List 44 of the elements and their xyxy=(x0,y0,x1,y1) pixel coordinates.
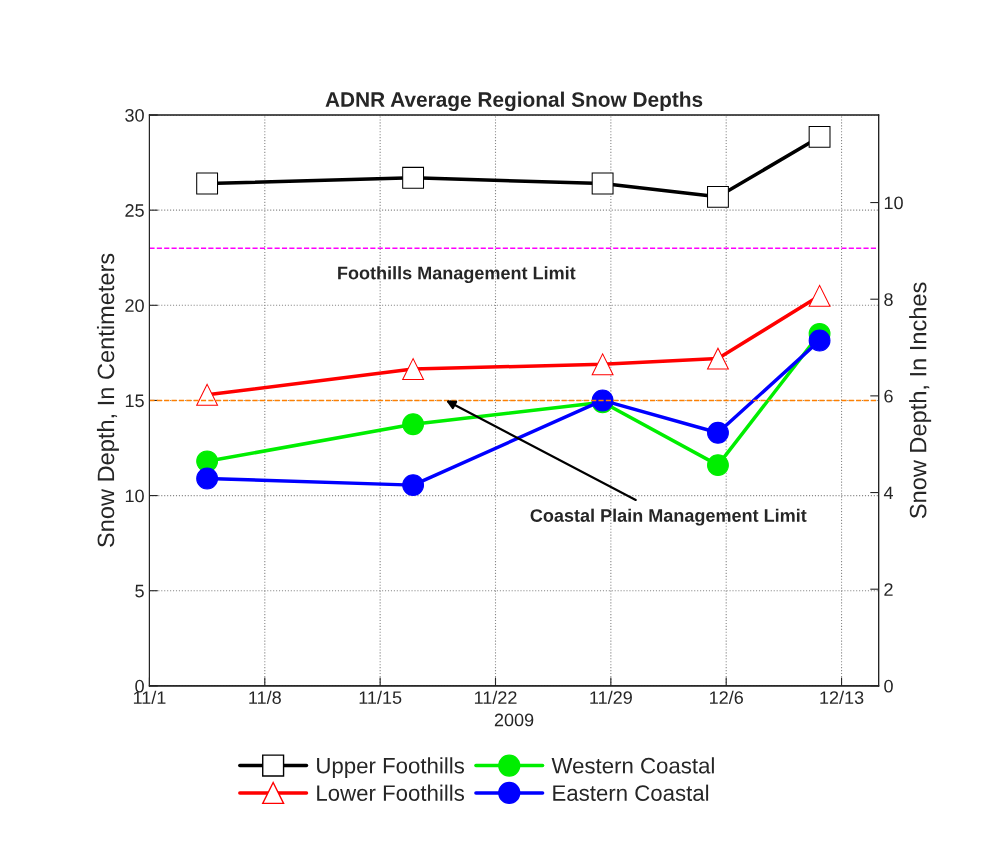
x-tick-label: 12/13 xyxy=(820,690,864,704)
legend-label: Upper Foothills xyxy=(317,757,465,778)
x-axis-title: 2009 xyxy=(494,713,534,727)
y-tick-label: 15 xyxy=(125,394,144,408)
point xyxy=(402,474,425,497)
chart-title: ADNR Average Regional Snow Depths xyxy=(325,91,703,112)
point xyxy=(196,467,219,490)
legend-label: Western Coastal xyxy=(551,757,714,774)
point xyxy=(196,172,219,195)
x-tick-label: 11/15 xyxy=(359,690,402,704)
y2-tick-label: 6 xyxy=(884,389,893,403)
point xyxy=(591,353,614,376)
point xyxy=(402,413,425,436)
y2-axis-title: Snow Depth, In Inches xyxy=(909,282,932,519)
y2-tick-label: 2 xyxy=(884,583,893,596)
point xyxy=(402,166,425,189)
ref-line-label: Foothills Management Limit xyxy=(338,266,576,284)
y-tick-label: 20 xyxy=(125,299,144,313)
y2-tick-label: 0 xyxy=(884,679,893,693)
point xyxy=(808,125,831,148)
y2-tick-label: 8 xyxy=(884,293,893,306)
point xyxy=(196,383,219,406)
x-tick-label: 12/6 xyxy=(710,690,743,704)
x-tick-label: 11/29 xyxy=(590,690,632,704)
point xyxy=(707,185,729,208)
point xyxy=(707,347,729,370)
y2-tick-label: 10 xyxy=(884,196,903,210)
point xyxy=(402,358,425,380)
legend-label: Lower Foothills xyxy=(317,784,465,801)
legend-label: Eastern Coastal xyxy=(553,784,709,801)
y-tick-label: 30 xyxy=(125,108,144,122)
y-axis-title: Snow Depth, In Centimeters xyxy=(96,253,119,547)
y-tick-label: 10 xyxy=(125,489,144,503)
point xyxy=(808,284,831,307)
point xyxy=(707,421,729,444)
x-tick-label: 11/22 xyxy=(474,690,517,704)
point xyxy=(707,454,729,477)
annotation: Coastal Plain Management Limit xyxy=(530,508,807,526)
x-tick-label: 11/8 xyxy=(249,690,281,704)
point xyxy=(808,329,831,352)
point xyxy=(591,172,614,195)
y-tick-label: 5 xyxy=(135,584,144,598)
y2-tick-label: 4 xyxy=(883,486,893,500)
y-tick-label: 25 xyxy=(125,204,144,217)
